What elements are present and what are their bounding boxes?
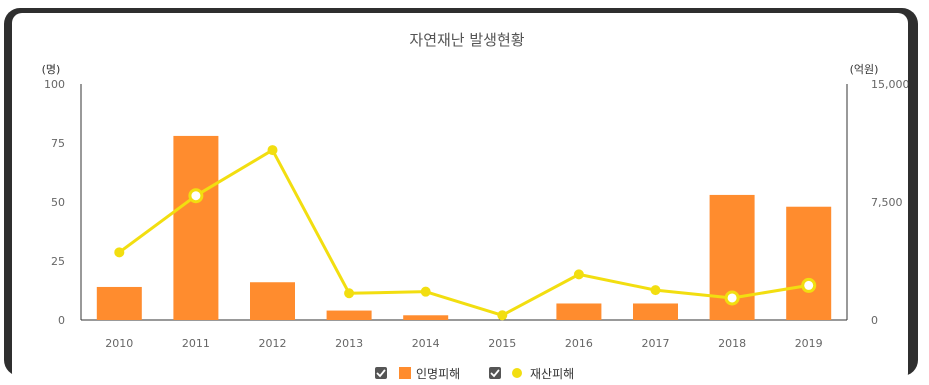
x-tick-label: 2019: [795, 337, 823, 350]
line-series-path: [118, 148, 809, 317]
line-point-2017: [650, 285, 661, 296]
x-tick-label: 2016: [565, 337, 593, 350]
x-tick-label: 2013: [335, 337, 363, 350]
line-point-2012: [267, 145, 278, 156]
bar-2016: [556, 303, 602, 320]
bar-2019: [786, 206, 832, 320]
y-right-tick: 15,000: [871, 78, 908, 91]
y-left-tick: 50: [51, 196, 65, 209]
bar-2014: [403, 315, 449, 320]
bar-2017: [633, 303, 678, 320]
bar-2011: [173, 135, 219, 320]
legend: 인명피해 재산피해: [375, 367, 574, 381]
y-left-tick: 100: [44, 78, 65, 91]
line-point-2019: [801, 277, 817, 293]
x-tick-label: 2017: [642, 337, 670, 350]
bar-2012: [250, 282, 295, 320]
bar-2013: [326, 310, 372, 320]
legend-label-line: 재산피해: [530, 367, 574, 381]
x-tick-label: 2018: [718, 337, 746, 350]
line-point-2013: [344, 288, 355, 299]
legend-checkbox-line[interactable]: [489, 367, 501, 379]
chart-svg: 자연재난 발생현황 (명) (억원) 0 25 50 75 100 0 7,500 15,00…: [42, 31, 908, 381]
chart-panel: 자연재난 발생현황 (명) (억원) 0 25 50 75 100 0 7,500 15,00…: [12, 13, 908, 383]
y-right-tick: 7,500: [871, 196, 903, 209]
line-point-2016: [573, 269, 584, 280]
legend-checkbox-bar[interactable]: [375, 367, 387, 379]
line-point-2014: [420, 286, 431, 297]
chart-frame: 자연재난 발생현황 (명) (억원) 0 25 50 75 100 0 7,500 15,00…: [4, 8, 918, 383]
legend-swatch-bar: [399, 367, 411, 379]
y-right-unit: (억원): [850, 63, 879, 76]
legend-label-bar: 인명피해: [416, 367, 460, 381]
line-point-2018: [724, 290, 740, 306]
x-tick-label: 2015: [488, 337, 516, 350]
x-tick-label: 2010: [105, 337, 133, 350]
x-tick-label: 2011: [182, 337, 210, 350]
bar-2010: [96, 286, 142, 320]
x-tick-label: 2012: [259, 337, 287, 350]
y-left-tick: 25: [51, 255, 65, 268]
y-right-tick: 0: [871, 314, 878, 327]
line-point-2010: [114, 247, 125, 258]
y-left-tick: 0: [58, 314, 65, 327]
chart-title: 자연재난 발생현황: [409, 31, 524, 49]
legend-swatch-line: [512, 368, 522, 378]
y-left-tick: 75: [51, 137, 65, 150]
line-point-2015: [497, 310, 508, 321]
x-tick-label: 2014: [412, 337, 440, 350]
line-point-2011: [188, 188, 204, 204]
y-left-unit: (명): [42, 63, 61, 76]
